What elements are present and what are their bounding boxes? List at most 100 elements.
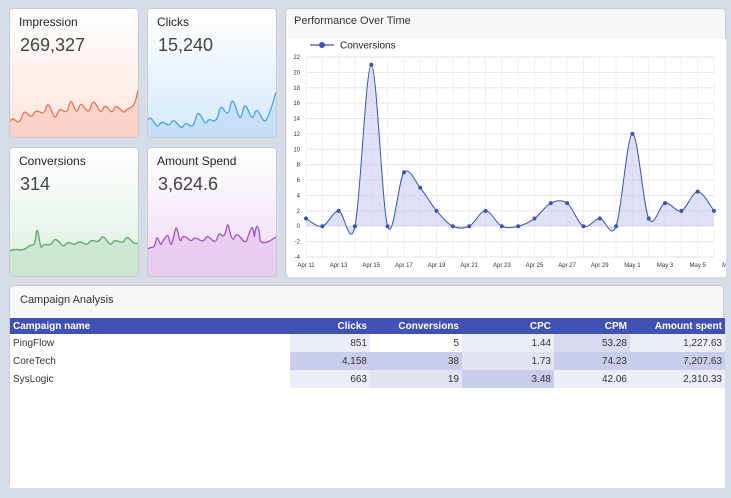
cell-conversions: 5	[453, 337, 459, 349]
col-campaign-name[interactable]: Campaign name	[10, 318, 290, 334]
kpi-title: Amount Spend	[157, 154, 237, 168]
x-tick-label: Apr 15	[362, 263, 380, 269]
data-point	[483, 208, 488, 213]
x-tick-label: Apr 11	[297, 263, 315, 269]
data-point	[467, 224, 472, 229]
campaign-table-wrap: Campaign name Clicks Conversions CPC CPM…	[10, 318, 725, 488]
x-tick-label: May 1	[624, 263, 641, 269]
data-point	[401, 170, 406, 175]
cell-amount: 2,310.33	[630, 370, 725, 388]
kpi-value: 269,327	[20, 35, 86, 55]
data-point	[565, 201, 570, 206]
kpi-value: 15,240	[158, 35, 214, 55]
data-point	[434, 208, 439, 213]
data-point	[614, 224, 619, 229]
data-point	[304, 216, 308, 221]
col-cpc[interactable]: CPC	[462, 318, 554, 334]
sparkline-impression	[10, 89, 138, 137]
campaign-panel: Campaign Analysis Campaign name Clicks C…	[9, 285, 725, 488]
cell-campaign: SysLogic	[13, 373, 54, 385]
y-tick-label: 14	[293, 117, 300, 123]
col-amount-spent[interactable]: Amount spent	[630, 318, 725, 334]
table-row[interactable]: PingFlow 851 5 1.44 53.28 1,227.63	[10, 334, 725, 352]
x-tick-label: May 7	[722, 263, 726, 269]
data-point	[369, 62, 374, 67]
cell-campaign: CoreTech	[13, 355, 56, 367]
data-point	[581, 224, 586, 229]
data-point	[450, 224, 455, 229]
y-tick-label: 12	[293, 132, 300, 138]
kpi-card-conversions: Conversions 314	[9, 147, 139, 277]
kpi-card-impression: Impression 269,327	[9, 8, 139, 138]
col-conversions[interactable]: Conversions	[370, 318, 462, 334]
kpi-title: Clicks	[157, 15, 189, 29]
x-tick-label: Apr 29	[591, 263, 609, 269]
y-tick-label: 2	[297, 209, 301, 215]
data-point	[695, 189, 700, 194]
x-tick-label: Apr 19	[428, 263, 446, 269]
cell-clicks: 663	[290, 370, 370, 388]
y-tick-label: 6	[297, 178, 301, 184]
sparkline-clicks	[148, 91, 276, 137]
col-cpm[interactable]: CPM	[554, 318, 630, 334]
series-area	[306, 64, 714, 235]
x-tick-label: Apr 17	[395, 263, 413, 269]
x-tick-label: Apr 27	[558, 263, 576, 269]
data-point	[499, 224, 504, 229]
performance-chart: -4 -2 0 2 4 6 8 10 12 14 16 18 20 22 Apr 11 Apr 13 Apr 1…	[293, 41, 731, 270]
kpi-card-amount-spend: Amount Spend 3,624.6	[147, 147, 277, 277]
data-point	[597, 216, 602, 221]
data-point	[385, 224, 390, 229]
data-point	[679, 208, 684, 213]
cell-clicks: 4,158	[290, 352, 370, 370]
cell-conversions: 38	[370, 352, 462, 370]
kpi-value: 314	[20, 174, 51, 194]
performance-panel: Performance Over Time -4 -2 0 2 4 6 8 10 12 14 16 1…	[285, 8, 731, 277]
chart-area: -4 -2 0 2 4 6 8 10 12 14 16 18 20 22 Apr 11 Apr 13 Apr 1…	[288, 39, 731, 277]
cell-amount: 1,227.63	[630, 334, 725, 352]
campaign-table: Campaign name Clicks Conversions CPC CPM…	[10, 318, 725, 388]
kpi-card-clicks: Clicks 15,240	[147, 8, 277, 138]
panel-title: Campaign Analysis	[20, 294, 114, 306]
data-point	[712, 208, 716, 213]
y-tick-label: 8	[297, 163, 301, 169]
kpi-title: Conversions	[19, 154, 86, 168]
x-tick-label: May 5	[690, 263, 707, 269]
data-point	[320, 224, 325, 229]
x-tick-label: Apr 23	[493, 263, 511, 269]
panel-title: Performance Over Time	[294, 15, 411, 27]
data-point	[418, 185, 423, 190]
y-tick-label: 18	[293, 86, 300, 92]
cell-amount: 7,207.63	[630, 352, 725, 370]
y-tick-label: 20	[293, 70, 300, 76]
x-tick-label: Apr 13	[330, 263, 348, 269]
col-clicks[interactable]: Clicks	[290, 318, 370, 334]
table-row[interactable]: SysLogic 663 19 3.48 42.06 2,310.33	[10, 370, 725, 388]
data-point	[646, 216, 651, 221]
cell-conversions: 19	[370, 370, 462, 388]
cell-cpc: 3.48	[462, 370, 554, 388]
y-tick-label: 16	[293, 101, 300, 107]
kpi-value: 3,624.6	[158, 174, 219, 194]
sparkline-amount-spend	[148, 224, 276, 276]
x-tick-label: May 3	[657, 263, 674, 269]
data-point	[532, 216, 537, 221]
cell-cpm: 53.28	[554, 334, 630, 352]
data-point	[630, 131, 635, 136]
kpi-title: Impression	[19, 15, 78, 29]
data-point	[336, 208, 341, 213]
legend-marker	[319, 42, 325, 48]
cell-cpm: 74.23	[554, 352, 630, 370]
table-header: Campaign name Clicks Conversions CPC CPM…	[10, 318, 725, 334]
data-point	[663, 201, 668, 206]
y-tick-label: 4	[297, 193, 301, 199]
y-tick-label: 10	[293, 147, 300, 153]
data-point	[516, 224, 521, 229]
data-point	[352, 224, 357, 229]
cell-cpc: 1.73	[462, 352, 554, 370]
legend-label: Conversions	[340, 41, 396, 52]
table-row[interactable]: CoreTech 4,158 38 1.73 74.23 7,207.63	[10, 352, 725, 370]
x-tick-label: Apr 25	[526, 263, 544, 269]
cell-cpm: 42.06	[554, 370, 630, 388]
cell-clicks: 851	[290, 334, 370, 352]
